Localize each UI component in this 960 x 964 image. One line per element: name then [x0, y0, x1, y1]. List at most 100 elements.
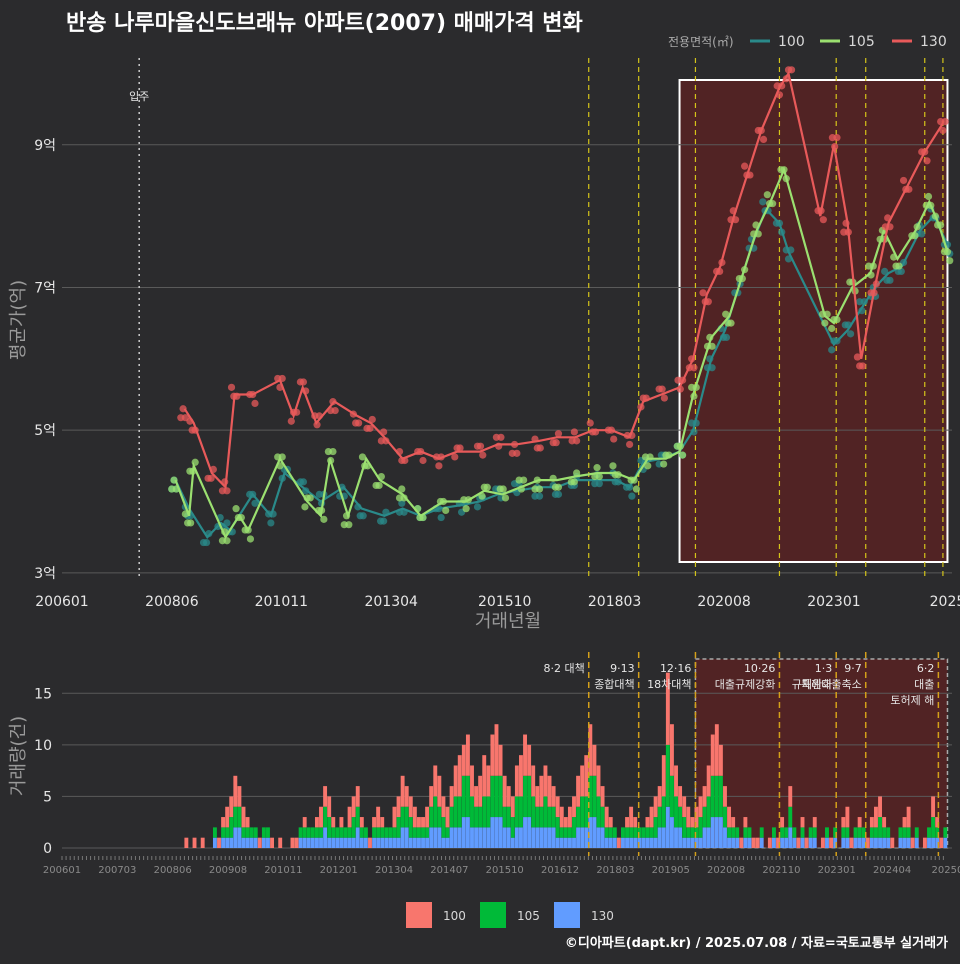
volume-bar-100	[596, 765, 601, 797]
volume-bar-100	[470, 765, 474, 797]
volume-bar-105	[694, 827, 699, 838]
volume-bar-130	[576, 827, 581, 848]
volume-bar-105	[229, 817, 234, 838]
volume-bar-105	[449, 806, 454, 828]
series-105-point	[821, 319, 829, 327]
series-130-point	[655, 385, 663, 393]
volume-bar-130	[759, 837, 764, 848]
volume-x-tick-label: 201304	[375, 865, 413, 876]
volume-bar-130	[649, 837, 654, 848]
series-105-point	[345, 521, 353, 529]
series-130-point	[570, 428, 578, 436]
volume-bar-105	[784, 827, 789, 838]
volume-bar-105	[319, 827, 323, 838]
credit-text: ©디아파트(dapt.kr) / 2025.07.08 / 자료=국토교통부 실…	[565, 935, 948, 951]
volume-bar-130	[604, 837, 609, 848]
volume-bar-105	[384, 827, 389, 838]
policy-annotation-text: 12·16	[660, 662, 692, 675]
volume-bar-130	[421, 837, 425, 848]
volume-bar-100	[221, 817, 226, 828]
series-100-point	[267, 519, 275, 527]
volume-bar-130	[429, 827, 434, 848]
legend-105-label: 105	[848, 34, 875, 50]
volume-bar-105	[641, 827, 646, 838]
volume-bar-105	[327, 817, 332, 838]
volume-bar-100	[939, 837, 944, 848]
volume-bar-130	[833, 837, 838, 848]
series-105-point	[496, 485, 504, 493]
series-105-point	[329, 447, 337, 456]
volume-bar-100	[449, 786, 454, 807]
volume-bar-100	[706, 765, 711, 797]
volume-bar-105	[808, 827, 813, 838]
volume-bar-105	[551, 806, 556, 828]
volume-bar-130	[808, 837, 813, 848]
series-100-point	[437, 513, 445, 522]
volume-bar-130	[723, 827, 727, 848]
volume-bar-130	[229, 837, 234, 848]
volume-bar-130	[629, 837, 634, 848]
volume-bar-105	[812, 827, 817, 838]
volume-bar-130	[314, 837, 319, 848]
volume-bar-130	[363, 837, 368, 848]
volume-bar-105	[494, 775, 499, 818]
series-130-point	[251, 399, 259, 408]
volume-bar-105	[543, 796, 548, 828]
volume-bar-105	[343, 827, 348, 838]
legend-bar-105-swatch	[480, 902, 506, 928]
series-130-point	[853, 353, 861, 361]
volume-bar-100	[514, 765, 519, 797]
series-105-point	[223, 537, 231, 545]
x-tick-label: 200806	[145, 594, 199, 610]
volume-bar-105	[645, 827, 650, 838]
series-130-point	[287, 417, 295, 425]
series-130-point	[610, 435, 618, 443]
series-130-point	[899, 176, 908, 185]
volume-bar-130	[523, 817, 527, 848]
volume-bar-130	[771, 837, 776, 848]
volume-bar-105	[841, 827, 846, 838]
series-105-point	[184, 519, 192, 527]
volume-bar-100	[506, 786, 511, 807]
volume-bar-130	[376, 837, 381, 848]
series-105-point	[763, 191, 771, 199]
volume-bar-130	[506, 827, 511, 848]
volume-bar-105	[780, 827, 785, 838]
series-130-point	[533, 444, 541, 452]
volume-bar-130	[718, 817, 723, 848]
volume-x-tick-label: 201510	[486, 865, 524, 876]
volume-bar-130	[212, 837, 217, 848]
volume-bar-105	[531, 796, 536, 828]
volume-x-tick-label: 200703	[98, 865, 136, 876]
series-100-point	[377, 517, 385, 525]
volume-bar-105	[506, 806, 511, 828]
volume-bar-130	[641, 837, 646, 848]
volume-bar-105	[474, 806, 479, 828]
volume-bar-100	[339, 817, 344, 828]
volume-bar-130	[555, 837, 560, 848]
volume-bar-100	[421, 817, 425, 828]
legend-bar-130-label: 130	[591, 909, 614, 923]
volume-bar-105	[714, 775, 719, 818]
volume-bar-100	[931, 796, 936, 818]
series-130-point	[941, 117, 949, 126]
volume-bar-105	[404, 806, 409, 828]
series-105-point	[567, 478, 575, 486]
x-tick-label: 201011	[255, 594, 308, 610]
volume-bar-130	[898, 837, 903, 848]
y-tick-label: 5억	[34, 423, 56, 439]
volume-bar-130	[906, 837, 911, 848]
volume-bar-130	[927, 837, 931, 848]
volume-bar-100	[225, 806, 230, 828]
y-tick-label: 3억	[34, 566, 56, 582]
volume-bar-105	[441, 817, 446, 838]
series-100-point	[535, 492, 544, 500]
volume-bar-130	[596, 827, 601, 848]
volume-bar-130	[931, 837, 936, 848]
volume-bar-105	[470, 796, 474, 828]
volume-bar-105	[465, 775, 470, 818]
volume-bar-105	[927, 827, 931, 838]
volume-bar-100	[461, 744, 466, 776]
series-105-point	[320, 515, 328, 523]
